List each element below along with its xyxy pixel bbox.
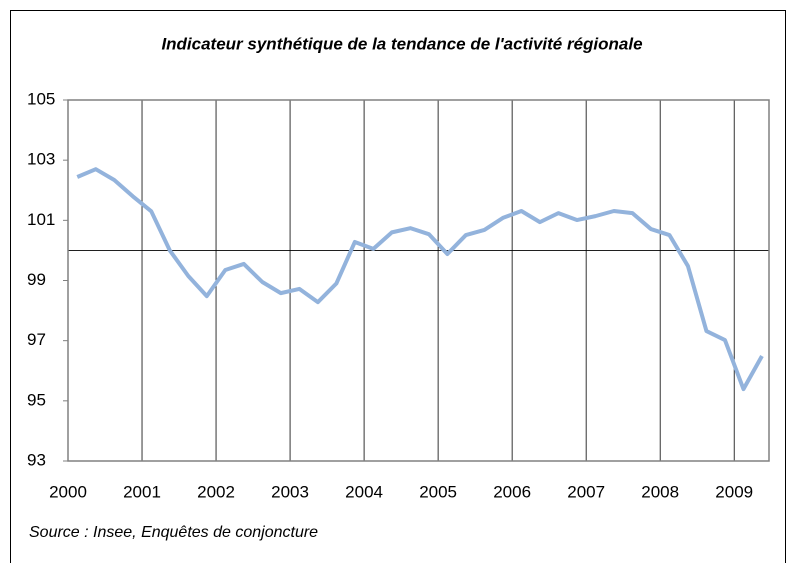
x-tick-label: 2003 <box>271 482 309 501</box>
y-tick-label: 99 <box>27 270 46 289</box>
line-series <box>76 167 764 392</box>
x-tick-label: 2001 <box>123 482 161 501</box>
x-tick-label: 2009 <box>715 482 753 501</box>
y-tick-label: 95 <box>27 390 46 409</box>
y-tick-label: 97 <box>27 330 46 349</box>
x-tick-label: 2004 <box>345 482 383 501</box>
y-tick-label: 93 <box>27 450 46 469</box>
y-tick-label: 103 <box>27 150 55 169</box>
x-tick-label: 2008 <box>641 482 679 501</box>
x-tick-label: 2002 <box>197 482 235 501</box>
y-tick-label: 101 <box>27 210 55 229</box>
x-tick-label: 2007 <box>567 482 605 501</box>
x-tick-label: 2006 <box>493 482 531 501</box>
source: Source : Insee, Enquêtes de conjoncture <box>29 524 318 541</box>
frame <box>10 10 786 563</box>
plot-area <box>67 99 770 462</box>
x-tick-label: 2000 <box>49 482 87 501</box>
y-tick-label: 105 <box>27 89 55 108</box>
chart-title: Indicateur synthétique de la tendance de… <box>161 34 642 53</box>
x-tick-label: 2005 <box>419 482 457 501</box>
